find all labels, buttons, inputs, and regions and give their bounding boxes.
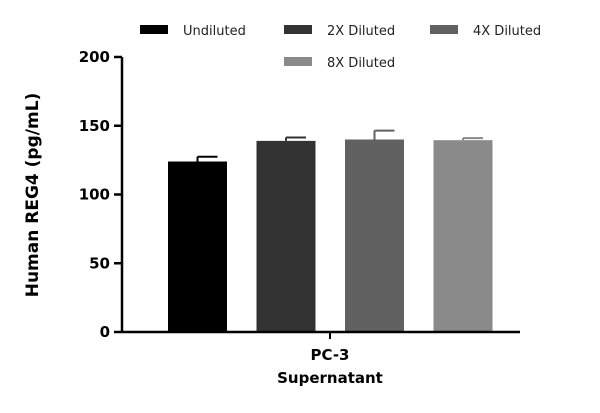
bar-8x-diluted (433, 140, 493, 332)
legend-item-8x-diluted: 8X Diluted (284, 56, 395, 71)
error-bar-2x-diluted (285, 136, 306, 141)
legend-swatch (284, 57, 312, 66)
legend-swatch (430, 25, 458, 34)
error-bar-undiluted (196, 155, 218, 162)
axes: 0 50 100 150 200 (79, 48, 520, 341)
y-tick-label: 200 (79, 48, 110, 66)
y-tick-label: 100 (79, 186, 110, 204)
legend-swatch (140, 25, 168, 34)
error-bars (196, 129, 483, 162)
legend-label: 4X Diluted (473, 24, 541, 39)
legend-label: Undiluted (183, 24, 246, 39)
legend-item-2x-diluted: 2X Diluted (284, 24, 395, 39)
y-tick-label: 150 (79, 117, 110, 135)
legend-swatch (284, 25, 312, 34)
category-label-line1: PC-3 (310, 346, 349, 364)
y-tick-label: 0 (100, 323, 110, 341)
y-axis-label: Human REG4 (pg/mL) (23, 93, 43, 298)
bar-4x-diluted (345, 139, 404, 332)
error-bar-4x-diluted (373, 129, 395, 140)
category-label-line2: Supernatant (277, 369, 383, 387)
legend: Undiluted 2X Diluted 4X Diluted 8X Diluted (140, 24, 541, 71)
error-bar-8x-diluted (462, 137, 483, 141)
legend-item-undiluted: Undiluted (140, 24, 246, 39)
legend-item-4x-diluted: 4X Diluted (430, 24, 541, 39)
bar-2x-diluted (256, 140, 316, 332)
bar-undiluted (168, 161, 227, 332)
bars (168, 139, 493, 332)
y-tick-label: 50 (89, 254, 110, 272)
legend-label: 8X Diluted (327, 56, 395, 71)
legend-label: 2X Diluted (327, 24, 395, 39)
